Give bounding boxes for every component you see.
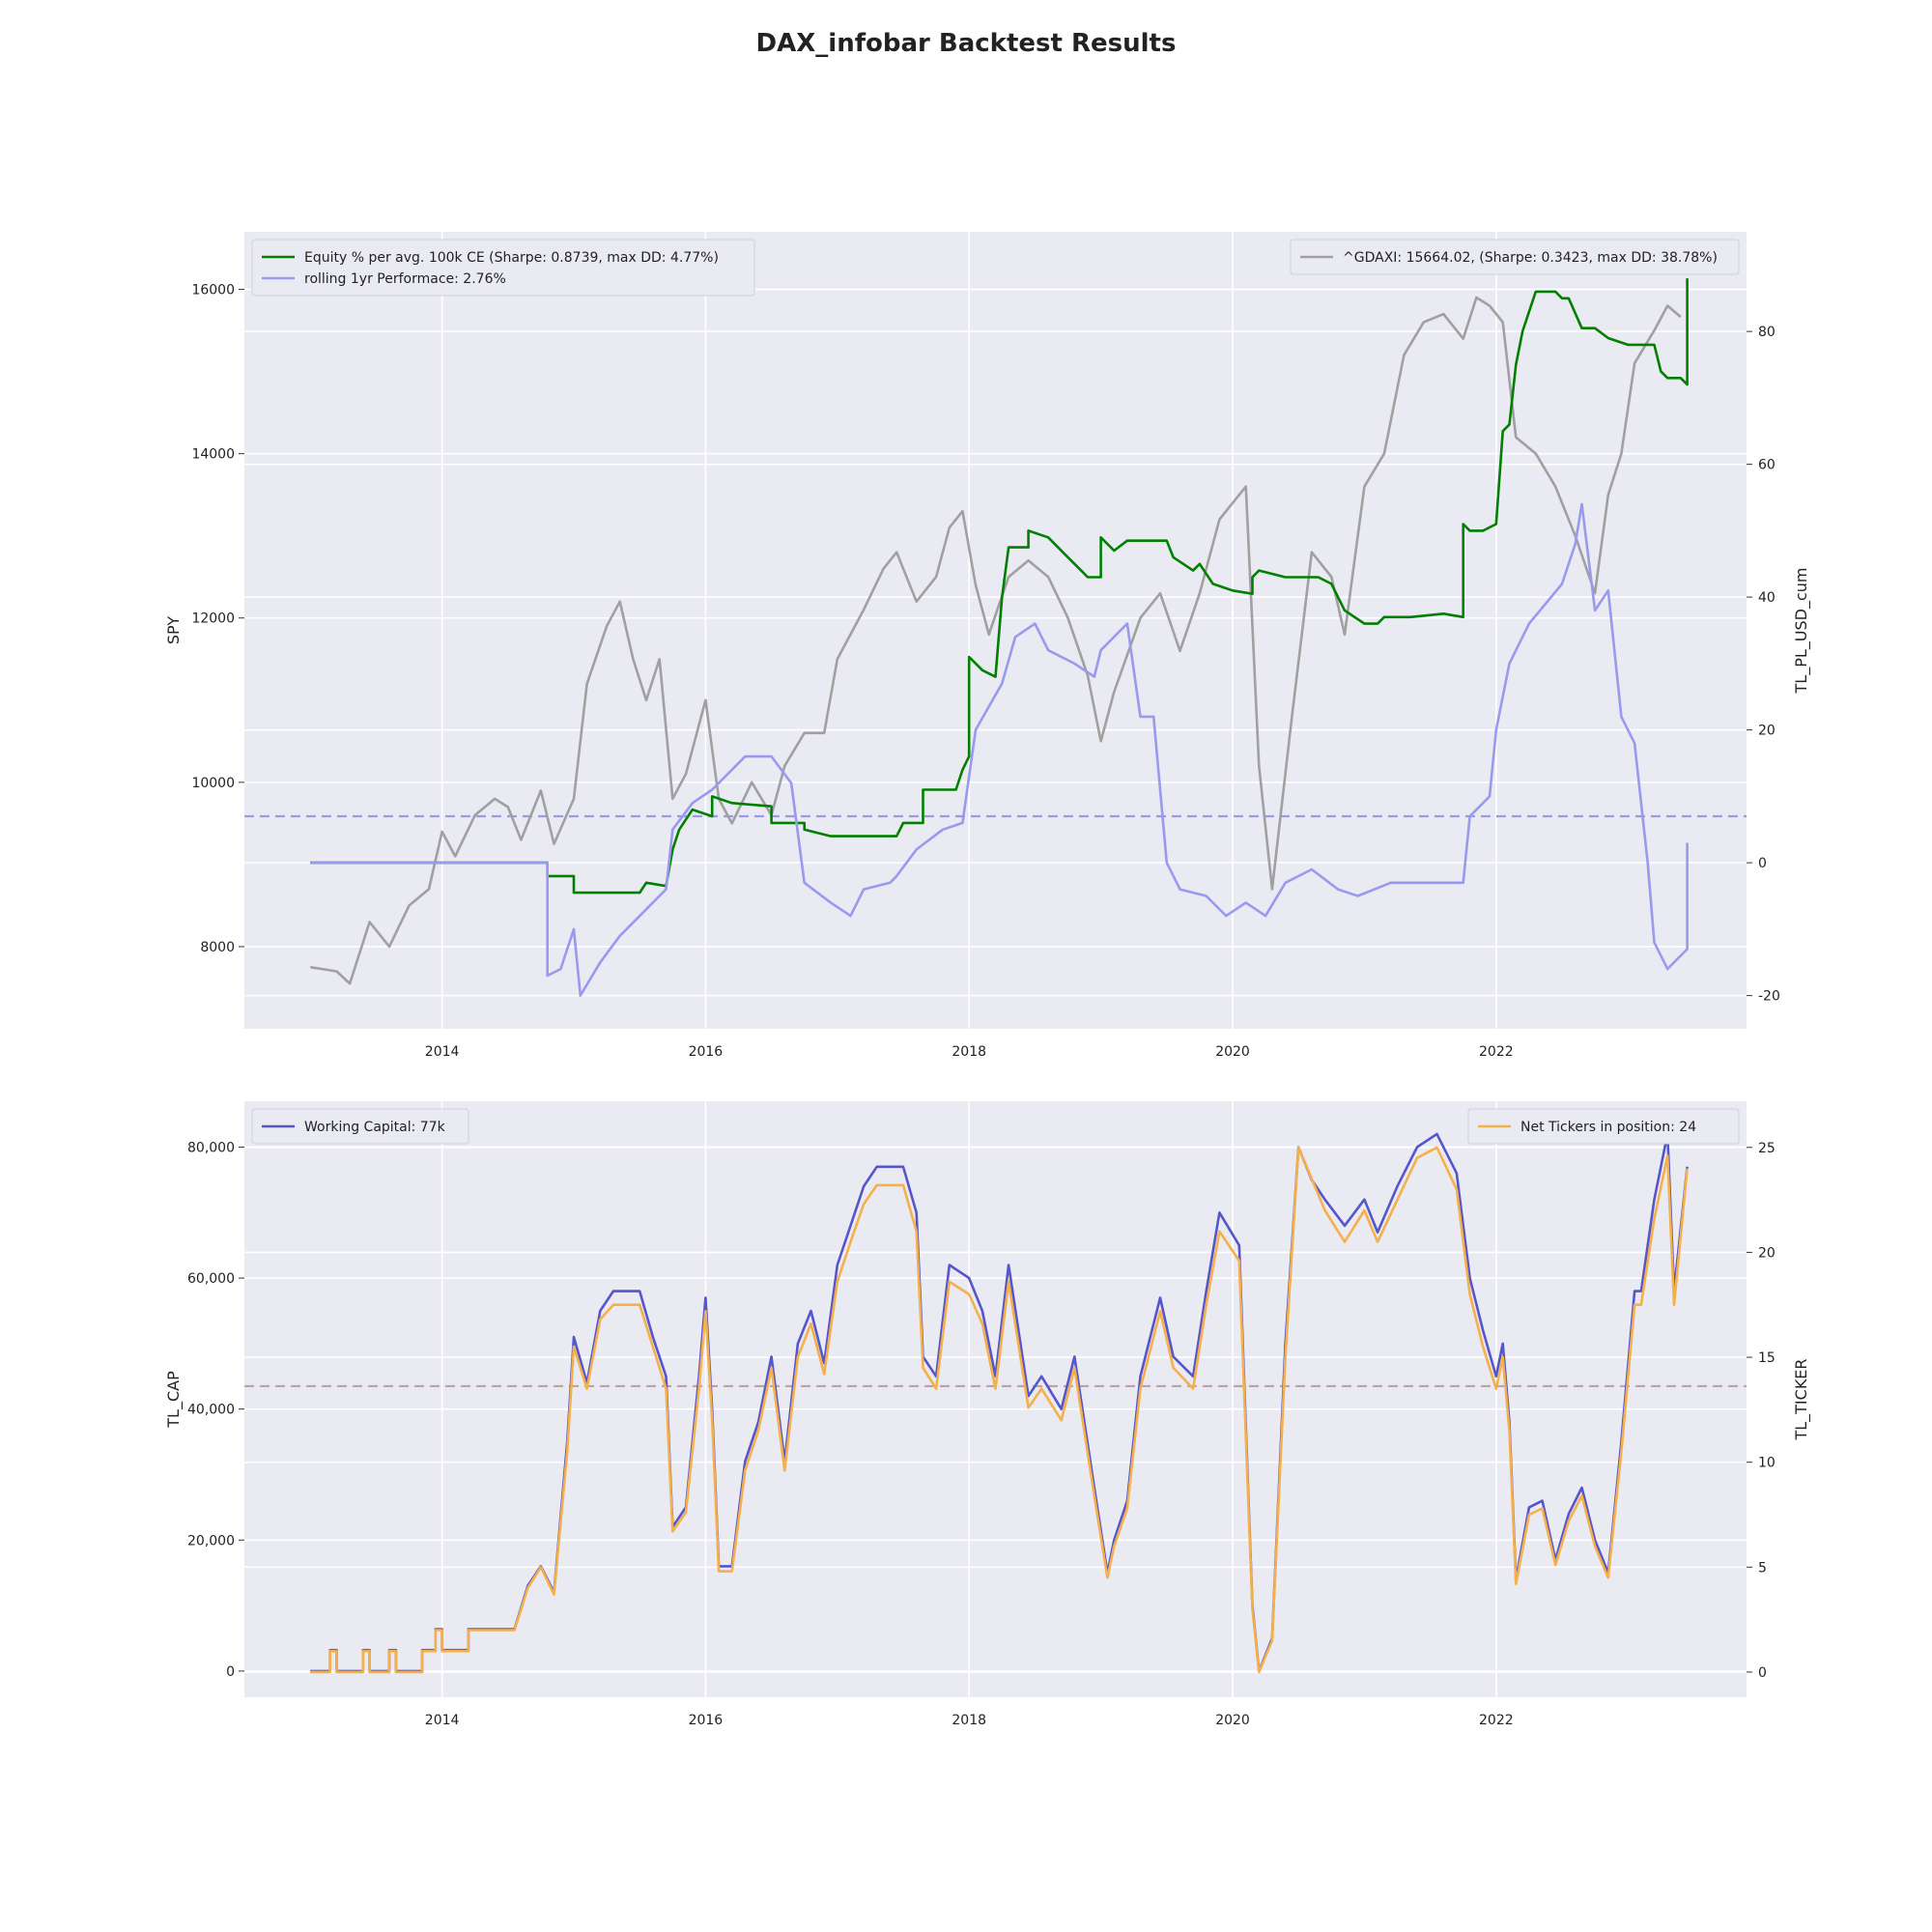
y-tick-label: 16000 <box>191 283 235 298</box>
y-tick-label: 8000 <box>200 940 235 955</box>
y2-tick-label: 0 <box>1758 856 1767 871</box>
grid-lines <box>244 232 1747 1029</box>
grid-lines <box>244 1101 1747 1697</box>
panel-2: 2014 2016 2018 2020 2022 0 20,000 40,000 60,000 8… <box>164 1101 1811 1728</box>
y-tick-label: 60,000 <box>187 1271 235 1287</box>
x-tick-label: 2018 <box>952 1044 986 1060</box>
y2-tick-label: 15 <box>1758 1350 1776 1366</box>
y2-tick-label: 20 <box>1758 724 1776 739</box>
legend-box <box>1290 239 1740 275</box>
legend-label: rolling 1yr Performace: 2.76% <box>304 271 506 287</box>
legend-box <box>251 1108 469 1145</box>
y-tick-label: 80,000 <box>187 1140 235 1155</box>
y2-axis-label: TL_TICKER <box>1792 1358 1811 1440</box>
legend-right: Net Tickers in position: 24 <box>1467 1108 1740 1145</box>
x-tick-label: 2014 <box>425 1044 460 1060</box>
figure-title: DAX_infobar Backtest Results <box>755 29 1177 58</box>
y-tick-label: 0 <box>226 1664 235 1680</box>
legend-label: Equity % per avg. 100k CE (Sharpe: 0.873… <box>304 250 719 266</box>
y-tick-label: 14000 <box>191 447 235 463</box>
y2-tick-label: -20 <box>1758 989 1780 1005</box>
x-tick-label: 2020 <box>1215 1044 1250 1060</box>
y2-tick-label: 20 <box>1758 1245 1776 1261</box>
legend-left: Working Capital: 77k <box>251 1108 469 1145</box>
y2-tick-label: 60 <box>1758 458 1776 473</box>
y2-tick-label: 0 <box>1758 1665 1767 1681</box>
plot-background <box>244 232 1747 1029</box>
y-tick-label: 10000 <box>191 776 235 791</box>
y-tick-label: 20,000 <box>187 1533 235 1548</box>
series-line-1 <box>309 296 1682 985</box>
y-tick-label: 40,000 <box>187 1403 235 1418</box>
x-tick-label: 2020 <box>1215 1713 1250 1728</box>
y2-tick-label: 5 <box>1758 1560 1767 1576</box>
x-tick-label: 2014 <box>425 1713 460 1728</box>
legend-right: ^GDAXI: 15664.02, (Sharpe: 0.3423, max D… <box>1290 239 1740 275</box>
y-tick-label: 12000 <box>191 611 235 627</box>
y-axis-label: SPY <box>164 616 183 644</box>
x-tick-label: 2016 <box>689 1713 724 1728</box>
x-tick-label: 2018 <box>952 1713 986 1728</box>
legend-label: Working Capital: 77k <box>304 1120 446 1135</box>
y2-tick-label: 25 <box>1758 1141 1776 1156</box>
legend-box <box>1467 1108 1740 1145</box>
y-axis-label: TL_CAP <box>164 1371 184 1429</box>
y2-axis-label: TL_PL_USD_cum <box>1792 568 1811 695</box>
plot-background <box>244 1101 1747 1697</box>
x-tick-label: 2016 <box>689 1044 724 1060</box>
y2-tick-label: 40 <box>1758 590 1776 606</box>
series-line-2 <box>310 278 1689 895</box>
x-tick-label: 2022 <box>1479 1044 1514 1060</box>
series-line-2 <box>310 1146 1689 1674</box>
legend-box <box>251 239 755 297</box>
legend-label: Net Tickers in position: 24 <box>1520 1120 1696 1135</box>
legend-left: Equity % per avg. 100k CE (Sharpe: 0.873… <box>251 239 755 297</box>
legend-label: ^GDAXI: 15664.02, (Sharpe: 0.3423, max D… <box>1343 250 1718 266</box>
y2-tick-label: 10 <box>1758 1456 1776 1471</box>
x-tick-label: 2022 <box>1479 1713 1514 1728</box>
panel-1: 2014 2016 2018 2020 2022 8000 10000 12000 14000 1… <box>164 232 1811 1060</box>
y2-tick-label: 80 <box>1758 325 1776 340</box>
series-line-3 <box>310 502 1689 997</box>
